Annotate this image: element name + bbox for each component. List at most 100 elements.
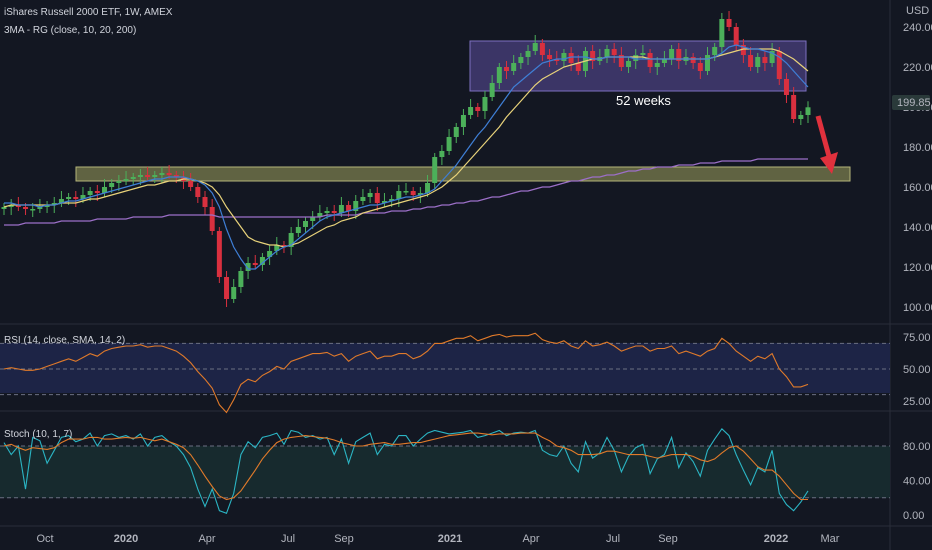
candle[interactable] xyxy=(66,197,72,199)
candle[interactable] xyxy=(159,173,165,175)
candle[interactable] xyxy=(152,175,158,177)
candle[interactable] xyxy=(805,107,811,115)
candle[interactable] xyxy=(525,51,531,57)
candle[interactable] xyxy=(374,193,380,203)
candle[interactable] xyxy=(690,57,696,63)
candle[interactable] xyxy=(539,43,545,55)
candle[interactable] xyxy=(173,175,179,177)
candle[interactable] xyxy=(798,115,804,119)
candle[interactable] xyxy=(676,49,682,61)
candle[interactable] xyxy=(453,127,459,137)
candle[interactable] xyxy=(310,217,316,221)
candle[interactable] xyxy=(475,107,481,111)
candle[interactable] xyxy=(626,61,632,67)
candle[interactable] xyxy=(188,181,194,187)
candle[interactable] xyxy=(396,191,402,199)
candle[interactable] xyxy=(575,63,581,71)
candle[interactable] xyxy=(518,57,524,63)
candle[interactable] xyxy=(755,57,761,67)
candle[interactable] xyxy=(511,63,517,71)
candle[interactable] xyxy=(30,209,36,211)
candle[interactable] xyxy=(94,191,100,193)
candle[interactable] xyxy=(496,67,502,83)
candle[interactable] xyxy=(353,201,359,211)
candle[interactable] xyxy=(324,211,330,213)
candle[interactable] xyxy=(561,53,567,61)
candle[interactable] xyxy=(618,55,624,67)
candle[interactable] xyxy=(224,277,230,299)
candle[interactable] xyxy=(547,55,553,59)
candle[interactable] xyxy=(403,191,409,193)
candle[interactable] xyxy=(482,97,488,111)
candle[interactable] xyxy=(661,59,667,63)
candle[interactable] xyxy=(1,207,7,209)
candle[interactable] xyxy=(238,271,244,287)
candle[interactable] xyxy=(102,187,107,193)
candle[interactable] xyxy=(460,115,466,127)
candle[interactable] xyxy=(740,45,746,55)
candle[interactable] xyxy=(783,79,789,95)
candle[interactable] xyxy=(288,233,294,247)
candle[interactable] xyxy=(317,213,323,217)
candle[interactable] xyxy=(748,55,754,67)
candle[interactable] xyxy=(425,183,431,193)
candle[interactable] xyxy=(654,63,660,67)
candle[interactable] xyxy=(611,49,617,55)
candle[interactable] xyxy=(58,199,64,203)
candle[interactable] xyxy=(669,49,675,59)
candle[interactable] xyxy=(791,95,797,119)
candle[interactable] xyxy=(295,227,301,233)
candle[interactable] xyxy=(216,231,222,277)
candle[interactable] xyxy=(489,83,495,97)
candle[interactable] xyxy=(51,203,57,205)
candle[interactable] xyxy=(137,175,143,177)
candle[interactable] xyxy=(73,197,79,199)
candle[interactable] xyxy=(145,175,151,177)
candle[interactable] xyxy=(712,47,718,55)
candle[interactable] xyxy=(697,63,703,71)
candle[interactable] xyxy=(590,51,596,61)
candle[interactable] xyxy=(719,19,725,47)
candle[interactable] xyxy=(245,263,251,271)
candle[interactable] xyxy=(109,183,115,187)
candle[interactable] xyxy=(604,49,610,57)
candle[interactable] xyxy=(274,245,280,251)
candle[interactable] xyxy=(640,53,646,55)
candle[interactable] xyxy=(532,43,538,51)
candle[interactable] xyxy=(44,205,50,207)
candle[interactable] xyxy=(231,287,237,299)
candle[interactable] xyxy=(776,51,782,79)
candle[interactable] xyxy=(130,177,136,179)
candle[interactable] xyxy=(360,197,366,201)
candle[interactable] xyxy=(432,157,438,183)
candle[interactable] xyxy=(367,193,373,197)
candle[interactable] xyxy=(338,205,344,213)
candle[interactable] xyxy=(762,57,768,63)
candle[interactable] xyxy=(23,207,29,209)
candle[interactable] xyxy=(705,55,710,71)
candle[interactable] xyxy=(37,207,43,209)
candle[interactable] xyxy=(303,221,308,227)
candle[interactable] xyxy=(439,151,445,157)
candle[interactable] xyxy=(202,197,208,207)
candle[interactable] xyxy=(389,199,395,201)
candle[interactable] xyxy=(726,19,732,27)
candle[interactable] xyxy=(346,205,352,211)
candle[interactable] xyxy=(504,67,509,71)
candle[interactable] xyxy=(554,59,560,61)
candle[interactable] xyxy=(410,191,416,195)
candle[interactable] xyxy=(15,205,21,207)
candle[interactable] xyxy=(252,263,258,265)
candle[interactable] xyxy=(8,205,14,207)
candle[interactable] xyxy=(116,181,122,183)
candle[interactable] xyxy=(87,191,93,195)
candle[interactable] xyxy=(281,245,287,247)
candle[interactable] xyxy=(446,137,452,151)
candle[interactable] xyxy=(195,187,201,197)
candle[interactable] xyxy=(80,195,86,199)
candle[interactable] xyxy=(568,53,574,63)
candle[interactable] xyxy=(166,173,172,175)
candle[interactable] xyxy=(769,51,775,63)
candle[interactable] xyxy=(123,179,129,181)
